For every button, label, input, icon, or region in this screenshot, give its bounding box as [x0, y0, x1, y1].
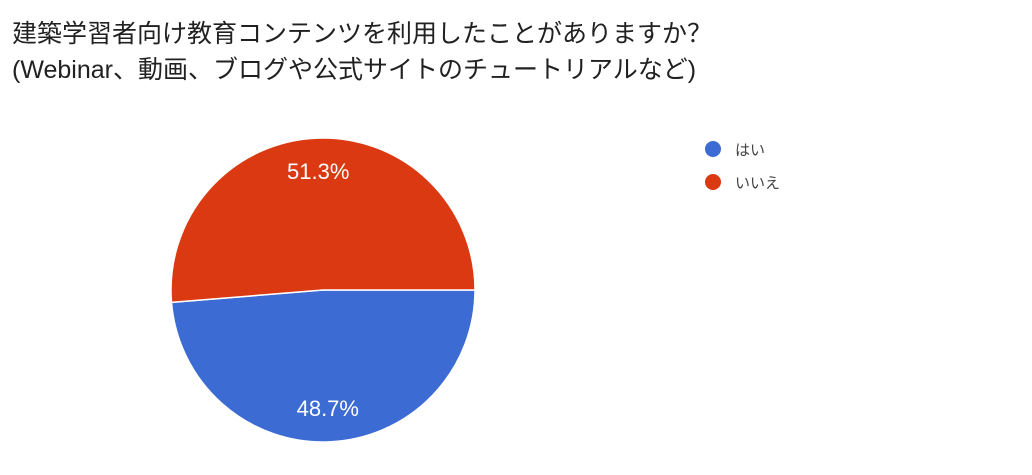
pie-chart-svg: 48.7% 51.3% — [170, 137, 476, 443]
legend-label-no: いいえ — [735, 174, 781, 192]
legend-item-no: いいえ — [705, 172, 780, 192]
chart-legend: はい いいえ — [705, 139, 780, 205]
legend-swatch-yes-icon — [705, 141, 721, 157]
chart-title-line2: (Webinar、動画、ブログや公式サイトのチュートリアルなど) — [12, 56, 697, 84]
legend-swatch-no-icon — [705, 174, 721, 190]
pie-slice-no[interactable] — [170, 137, 476, 304]
chart-title: 建築学習者向け教育コンテンツを利用したことがありますか？ (Webinar、動画… — [12, 16, 712, 88]
legend-label-yes: はい — [735, 141, 766, 159]
pie-slice-value-label-yes: 48.7% — [297, 396, 359, 421]
chart-title-line1: 建築学習者向け教育コンテンツを利用したことがありますか？ — [12, 20, 713, 48]
pie-chart: 48.7% 51.3% — [151, 118, 495, 462]
pie-slice-value-label-no: 51.3% — [287, 159, 349, 184]
legend-item-yes: はい — [705, 139, 780, 159]
pie-slice-yes[interactable] — [170, 289, 476, 443]
